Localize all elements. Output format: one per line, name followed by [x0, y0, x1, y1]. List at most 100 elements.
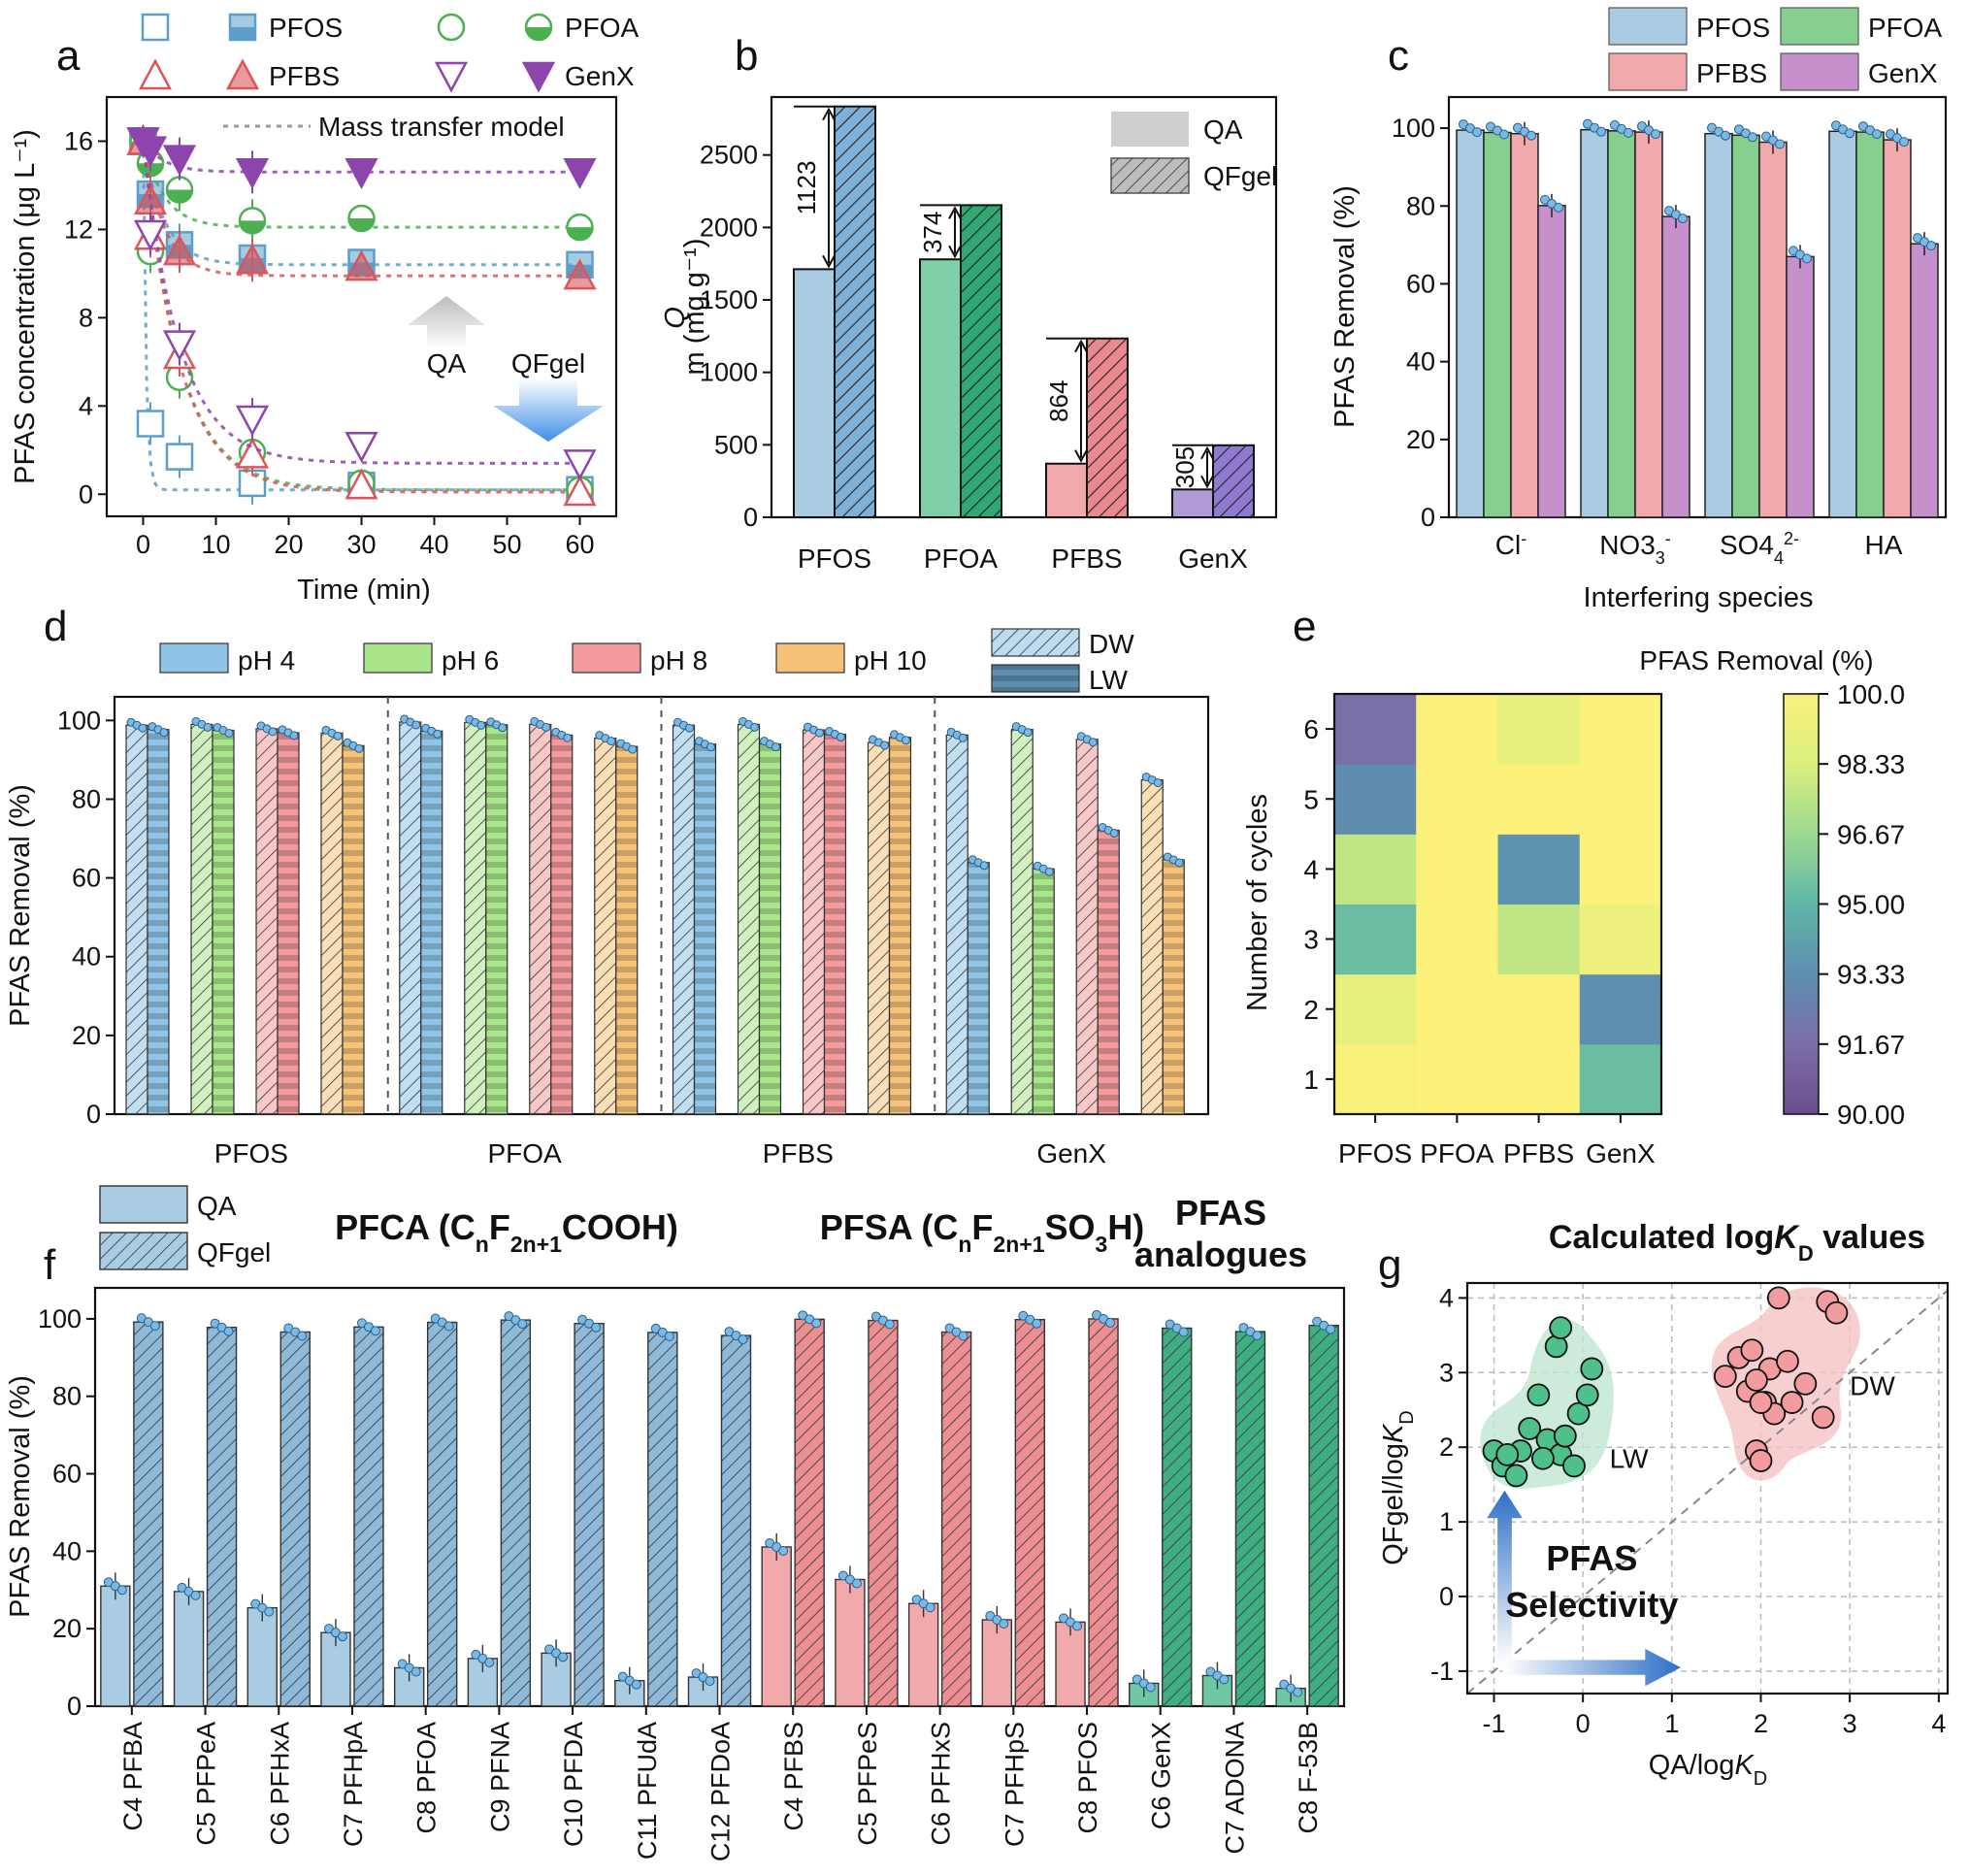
replicate-dot [958, 1331, 968, 1341]
axis-title-part: D [1396, 1410, 1418, 1424]
replicate-dot [884, 1319, 895, 1330]
replicate-dot [190, 1590, 201, 1600]
bar-lw-stripe [213, 730, 234, 1114]
y-tick-label: 60 [52, 1460, 82, 1489]
replicate-dot [268, 727, 278, 737]
bar-lw-stripe [148, 729, 169, 1114]
x-category-label: C6 PFHxA [265, 1722, 294, 1846]
panel-label-d: d [44, 603, 67, 650]
replicate-dot [1651, 129, 1660, 140]
x-category-label: PFOA [1420, 1138, 1494, 1168]
bar-qfgel-hatch [835, 106, 875, 517]
y-tick-label: 40 [52, 1536, 82, 1565]
data-point-fill [526, 27, 551, 40]
title-part: K [1774, 1219, 1800, 1256]
series-lw [1482, 1316, 1604, 1488]
bar-dw-hatch [673, 725, 695, 1114]
group-title-analog-1: PFAS [1175, 1193, 1266, 1233]
title-part: n [476, 1232, 489, 1257]
replicate-dot [1326, 1324, 1336, 1334]
legend-label-genx: GenX [565, 61, 635, 91]
replicate-dot [999, 1619, 1009, 1629]
legend-label-ph: pH 6 [442, 645, 499, 675]
colorbar-tick-label: 93.33 [1837, 960, 1905, 990]
series-genx-qfgel [126, 127, 597, 194]
data-point [1749, 1449, 1773, 1472]
legend-label-ph: pH 4 [238, 645, 295, 675]
bar-dw-hatch [464, 722, 486, 1114]
data-point [235, 158, 270, 189]
x-tick-label: 1 [1664, 1709, 1679, 1738]
y-tick-label: 1500 [700, 285, 758, 314]
y-tick-label: 100 [1392, 114, 1435, 143]
legend-label-pfoa: PFOA [565, 13, 640, 43]
title-part: 3 [1096, 1232, 1108, 1257]
x-tick-label: 0 [1576, 1709, 1591, 1738]
colorbar-tick-label: 98.33 [1837, 749, 1905, 779]
replicate-dot [811, 1318, 822, 1329]
bar-qa-pfoa [919, 258, 962, 518]
replicate-dot [1044, 867, 1054, 876]
data-point [345, 249, 378, 281]
bar-lw-stripe [1163, 859, 1185, 1114]
bar-qfgel-hatch [647, 1332, 677, 1706]
selectivity-right-arrow [1502, 1648, 1681, 1687]
panel-label-e: e [1293, 603, 1316, 650]
replicate-dot [354, 743, 364, 753]
replicate-dot [223, 1326, 234, 1336]
bar-dw-hatch [256, 728, 278, 1114]
bar-qa [1055, 1621, 1086, 1707]
replicate-dot [476, 720, 486, 730]
y-axis-title-q: Q [660, 307, 691, 329]
x-tick-label: 4 [1931, 1709, 1946, 1738]
model-curve [142, 141, 580, 465]
bar-pfbs-ha [1883, 139, 1912, 518]
legend-qa-label: QA [1203, 115, 1243, 145]
bar-pfos-so4 [1704, 132, 1733, 518]
title-part: F [489, 1207, 510, 1247]
x-tick-label: 40 [419, 530, 448, 559]
y-axis-title: QFgel/logKD [1378, 1410, 1418, 1565]
bar-qa [907, 1602, 939, 1707]
replicate-dot [1153, 778, 1163, 788]
heatmap-cell [1334, 834, 1417, 905]
legend-swatch-pfbs [1608, 52, 1688, 91]
replicate-dot [979, 861, 989, 871]
heatmap-cell [1497, 764, 1581, 835]
bar-dw-hatch [868, 742, 890, 1114]
x-tick-label: 20 [274, 530, 303, 559]
replicate-dot [880, 741, 889, 750]
panel-b-capacity: 0 500 1000 1500 2000 2500 Qm (mg g⁻¹) 1123 PFOS 3… [660, 95, 1277, 574]
replicate-dot [1145, 1682, 1156, 1693]
y-tick-label: 12 [64, 214, 93, 244]
data-point [235, 405, 270, 437]
group-title-analog-2: analogues [1134, 1234, 1307, 1274]
data-point [345, 431, 378, 463]
legend-swatch-ph [572, 642, 641, 674]
legend-swatch-ph [159, 642, 229, 674]
replicate-dot [1252, 1331, 1263, 1341]
x-category-label: HA [1865, 530, 1903, 560]
replicate-dot [1596, 126, 1606, 137]
y-tick-label: 20 [52, 1614, 82, 1643]
x-category-label: C7 PFHpA [339, 1722, 368, 1847]
title-part: PFSA (C [820, 1207, 959, 1247]
panel-e-heatmap: 1 2 3 4 5 6 PFOS PFOA PFBS GenX Number of cycles PF… [1242, 645, 1905, 1168]
legend-qfgel-hatch [1111, 158, 1189, 193]
bar-qfgel-hatch [501, 1320, 531, 1706]
replicate-dot [1554, 202, 1563, 213]
replicate-dot [706, 742, 715, 752]
title-part: n [958, 1232, 971, 1257]
data-point [563, 258, 597, 290]
data-point [1793, 1371, 1818, 1396]
y-tick-label: 60 [1406, 269, 1435, 298]
y-tick-label: 4 [1439, 1283, 1454, 1312]
data-point [138, 58, 173, 90]
y-tick-label: 40 [72, 942, 101, 971]
diff-arrowhead [822, 107, 836, 121]
title-part: 2n+1 [510, 1232, 562, 1257]
dw-label: DW [1850, 1370, 1895, 1400]
replicate-dot [289, 731, 299, 741]
bar-dw-hatch [738, 724, 760, 1114]
